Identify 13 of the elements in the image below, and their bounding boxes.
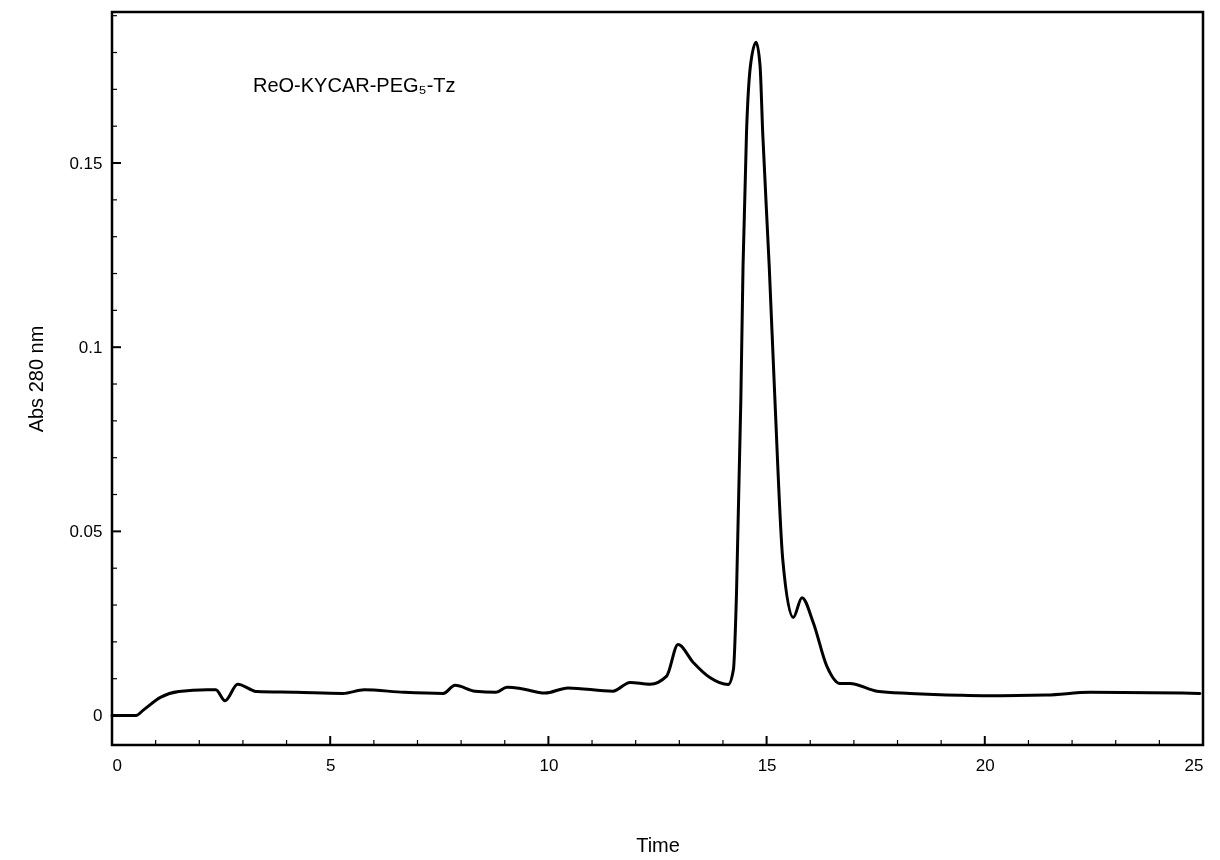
annotation: ReO-KYCAR-PEG₅-Tz (253, 74, 456, 96)
y-tick-label: 0.05 (69, 521, 103, 541)
x-tick-label: 0 (112, 755, 122, 775)
y-tick-label: 0.15 (69, 153, 103, 173)
x-tick-label: 5 (325, 755, 336, 775)
x-tick-label: 20 (975, 755, 995, 775)
y-tick-label: 0 (93, 706, 103, 726)
x-tick-label: 15 (757, 755, 777, 775)
x-axis-title: Time (636, 833, 680, 856)
y-axis-title: Abs 280 nm (25, 325, 48, 433)
x-tick-label: 25 (1184, 755, 1204, 775)
y-tick-label: 0.1 (78, 337, 103, 357)
x-tick-label: 10 (539, 755, 559, 775)
